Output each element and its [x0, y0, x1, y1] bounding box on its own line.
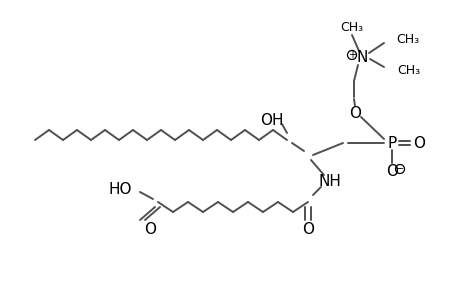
- Text: +: +: [347, 50, 355, 60]
- Text: O: O: [412, 136, 424, 151]
- Text: O: O: [302, 223, 313, 238]
- Text: O: O: [348, 106, 360, 121]
- Text: CH₃: CH₃: [395, 32, 418, 46]
- Text: HO: HO: [108, 182, 132, 197]
- Text: CH₃: CH₃: [396, 64, 419, 76]
- Text: N: N: [356, 50, 367, 64]
- Text: O: O: [144, 221, 156, 236]
- Text: CH₃: CH₃: [340, 20, 363, 34]
- Text: O: O: [385, 164, 397, 178]
- Text: NH: NH: [318, 175, 341, 190]
- Text: P: P: [386, 136, 396, 151]
- Text: OH: OH: [260, 112, 283, 128]
- Text: −: −: [395, 164, 403, 174]
